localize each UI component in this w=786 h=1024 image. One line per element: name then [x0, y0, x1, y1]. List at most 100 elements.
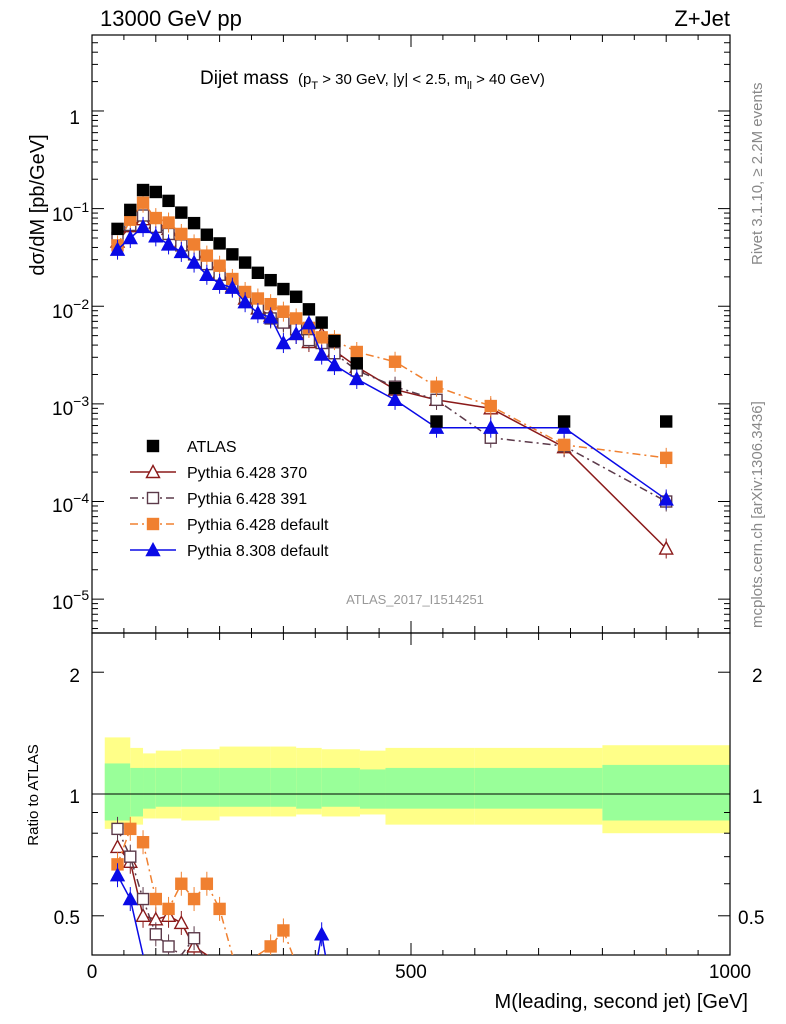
header-right-title: Z+Jet [674, 6, 730, 31]
legend-marker [146, 439, 160, 453]
ratio-band-green [181, 767, 220, 807]
ratio-point [277, 924, 290, 937]
data-point [200, 249, 214, 262]
data-point [224, 279, 241, 294]
ratio-series-group [109, 816, 667, 955]
ratio-band-green [270, 767, 297, 807]
data-point [658, 491, 674, 506]
data-point [122, 230, 138, 245]
legend-marker [146, 517, 160, 531]
ratio-point [187, 932, 201, 945]
mcplots-label: mcplots.cern.ch [arXiv:1306.3436] [749, 401, 766, 628]
data-point [211, 275, 228, 290]
data-point [135, 218, 151, 234]
ratio-uncertainty-bands [104, 737, 730, 834]
data-point [238, 256, 252, 269]
y-tick-label-1e-4: 10−4 [52, 490, 89, 517]
data-point [277, 305, 290, 318]
data-point [149, 185, 163, 199]
data-point [430, 380, 443, 393]
data-point [251, 292, 265, 305]
ratio-band-green [602, 764, 730, 821]
ratio-point [111, 822, 124, 836]
y-tick-label-1e-5: 10−5 [52, 587, 89, 614]
data-point [315, 316, 328, 329]
plot-title: Dijet mass (pT > 30 GeV, |y| < 2.5, mll … [200, 68, 545, 92]
data-point [160, 236, 177, 251]
ratio-line [116, 827, 667, 955]
y-tick-label-1: 1 [69, 108, 80, 129]
series-line [116, 214, 667, 503]
data-point [251, 266, 265, 280]
ratio-band-green [474, 767, 603, 809]
ratio-point [124, 822, 137, 836]
ratio-tick-label-05-right: 0.5 [738, 908, 764, 929]
data-point [557, 415, 571, 428]
data-point [289, 312, 303, 325]
plot-frames [91, 34, 731, 956]
legend: ATLAS Pythia 6.428 370 Pythia 6.428 391 Pyt… [130, 439, 329, 560]
data-point [350, 345, 363, 359]
ratio-point [200, 877, 214, 890]
legend-entry: Pythia 8.308 default [130, 542, 329, 560]
legend-entry: Pythia 6.428 default [130, 517, 329, 534]
ratio-point [149, 892, 163, 906]
data-point [315, 331, 328, 344]
data-point [213, 259, 226, 272]
data-point [660, 415, 673, 428]
legend-label: Pythia 6.428 391 [187, 491, 307, 508]
data-point [186, 254, 202, 269]
ratio-tick-label-05-left: 0.5 [54, 908, 80, 929]
ratio-tick-label-1-right: 1 [752, 787, 763, 808]
data-point [237, 294, 253, 309]
ratio-tick-label-2-left: 2 [69, 666, 80, 687]
legend-marker [145, 464, 161, 479]
ratio-band-green [385, 767, 475, 809]
data-point [289, 290, 303, 303]
ratio-point [109, 838, 126, 854]
data-point [557, 438, 571, 452]
data-point [124, 203, 137, 217]
data-point [136, 196, 150, 209]
data-point [301, 315, 317, 330]
ratio-tick-label-1-left: 1 [69, 787, 80, 808]
ratio-point [175, 877, 188, 890]
data-point [483, 419, 499, 434]
ratio-point [162, 902, 175, 916]
ratio-panel-series [109, 816, 667, 955]
ratio-series-pythia-6-428-391 [111, 816, 204, 955]
ratio-line [116, 828, 204, 955]
legend-entry: Pythia 6.428 391 [130, 491, 307, 508]
ratio-point [109, 867, 126, 882]
data-point [187, 216, 201, 230]
series-atlas [111, 183, 673, 428]
data-point [350, 357, 363, 370]
data-point [262, 309, 279, 324]
ratio-band-green [155, 767, 182, 807]
data-point [199, 266, 215, 281]
legend-label: Pythia 8.308 default [187, 543, 329, 560]
data-point [388, 381, 402, 395]
data-point [349, 370, 365, 386]
data-point [213, 237, 226, 250]
ratio-point [314, 926, 330, 941]
ratio-point [173, 914, 189, 930]
legend-label: Pythia 6.428 370 [187, 465, 307, 482]
data-point [430, 415, 443, 428]
data-point [136, 183, 150, 197]
data-point [187, 238, 201, 251]
data-point [200, 228, 214, 241]
series-pythia-8-308-default [109, 216, 674, 510]
data-point [175, 227, 188, 241]
plot-title-m-sub: ll [467, 80, 472, 92]
plot-title-p: (p [298, 71, 311, 88]
ratio-band-green [219, 767, 271, 807]
main-panel-series [109, 183, 674, 559]
y-axis-label-main: dσ/dM [pb/GeV] [27, 134, 49, 275]
ratio-point [135, 907, 151, 922]
data-point [275, 335, 292, 350]
data-point [162, 216, 175, 229]
data-point [277, 282, 290, 296]
data-point [250, 305, 266, 320]
ratio-point [124, 850, 137, 863]
